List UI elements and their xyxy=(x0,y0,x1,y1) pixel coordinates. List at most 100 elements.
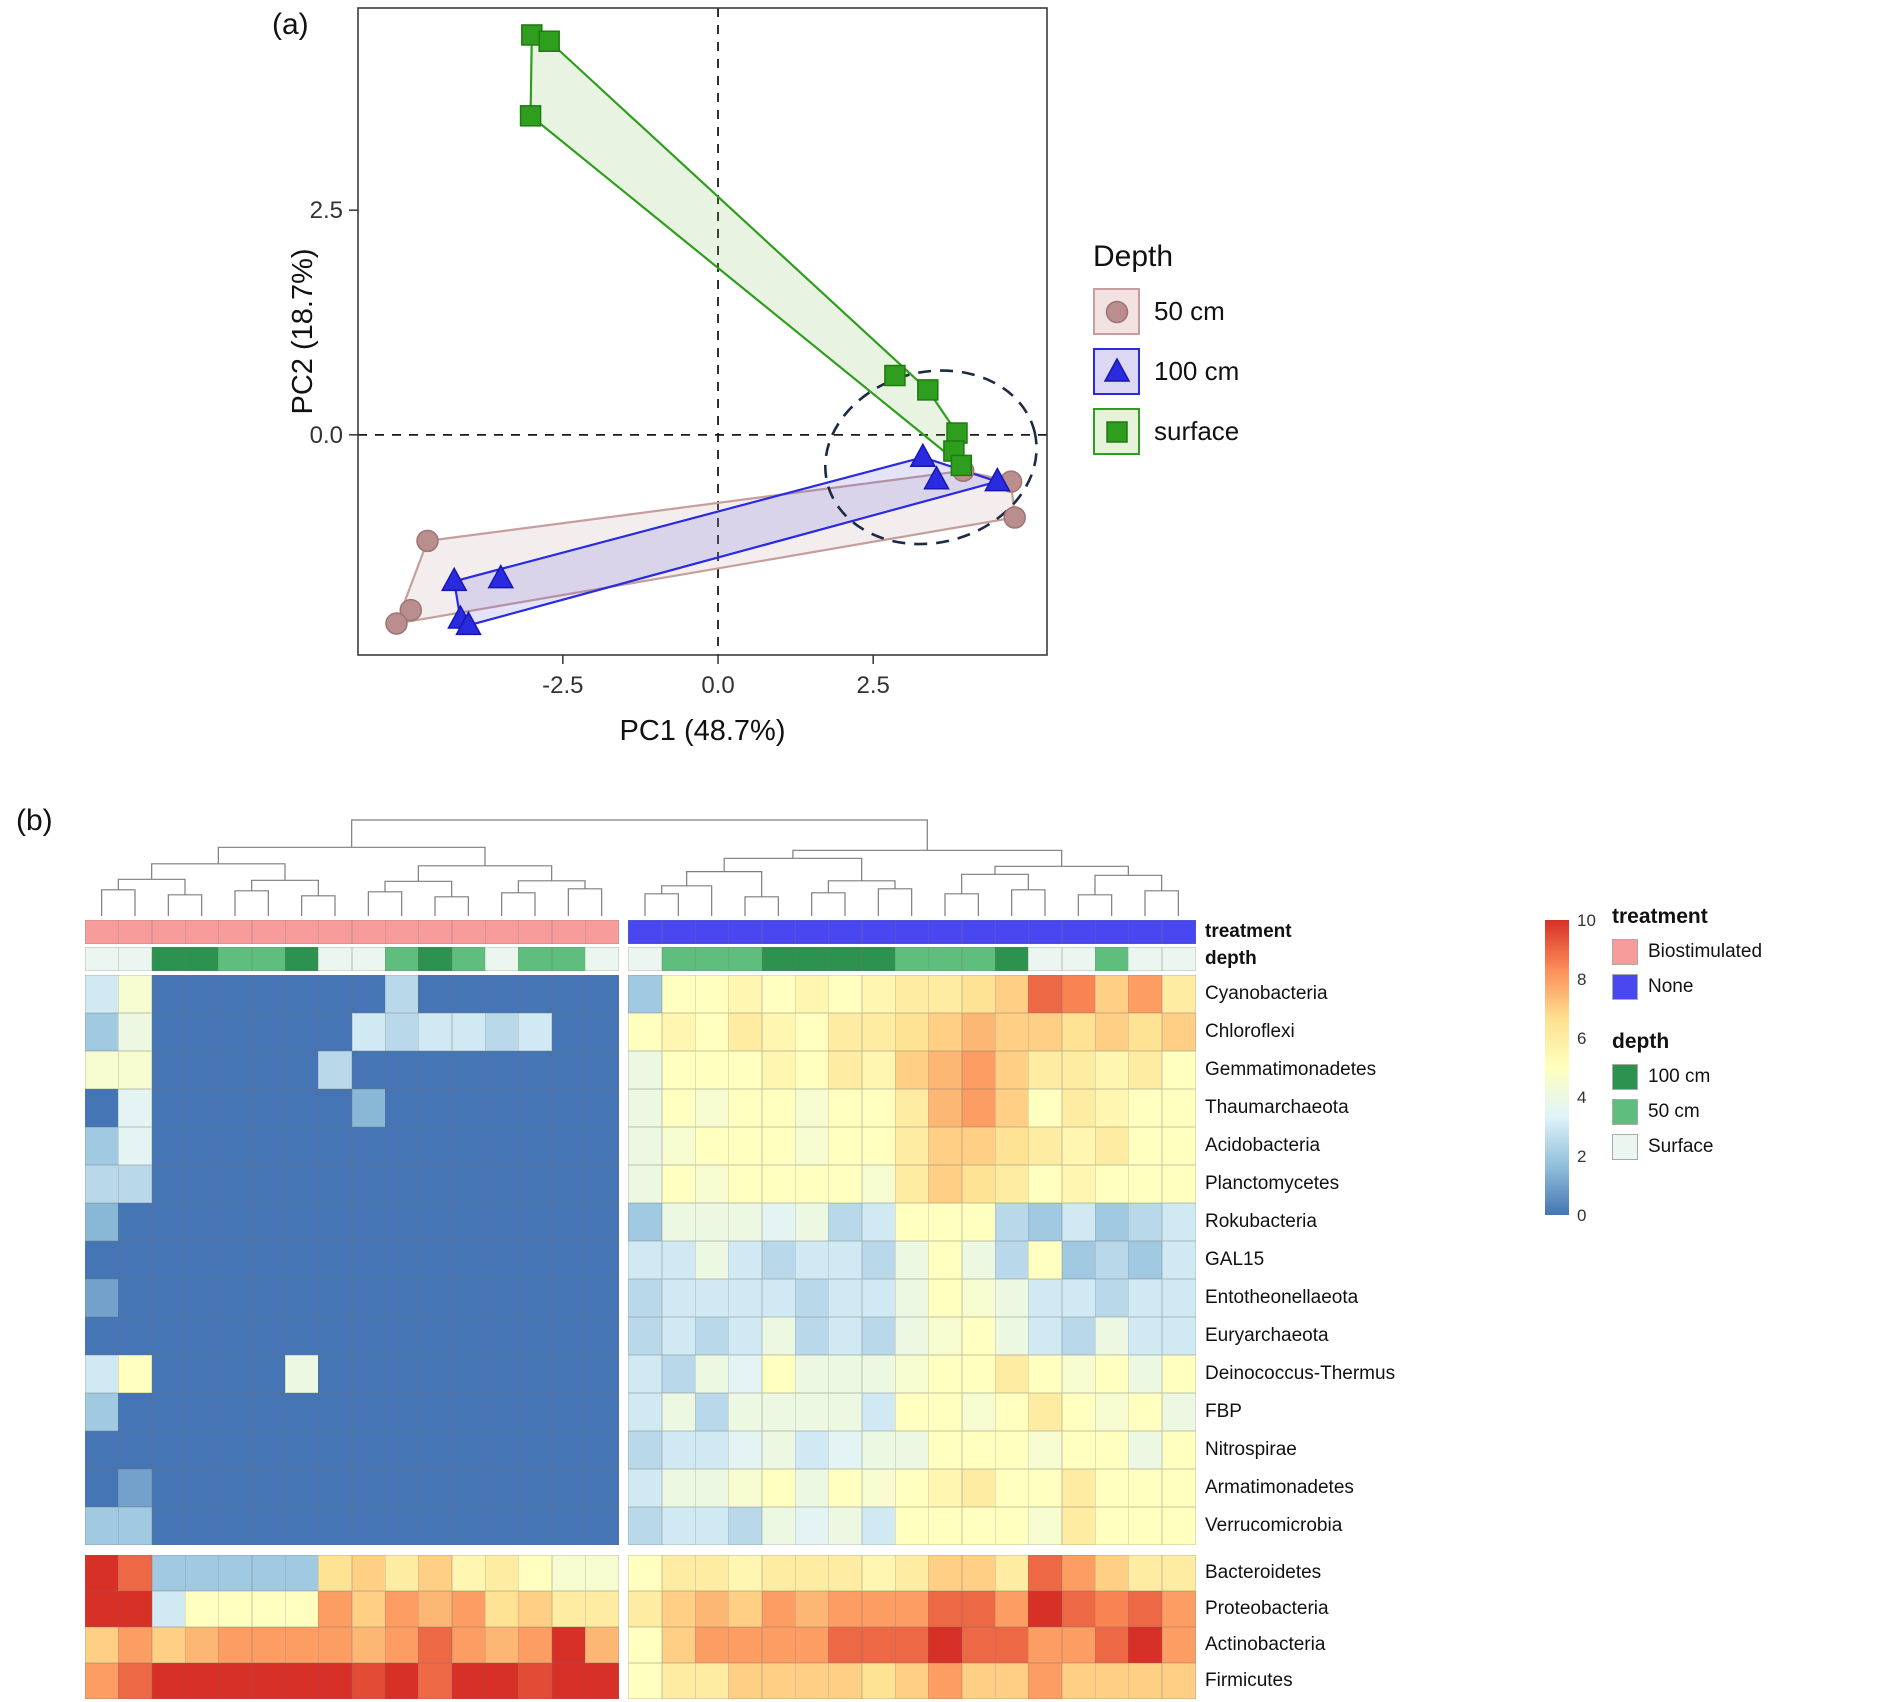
svg-text:0.0: 0.0 xyxy=(310,422,343,449)
treatment-annotation-cell xyxy=(1128,920,1163,944)
heatmap-cell xyxy=(695,1127,729,1165)
row-label: Actinobacteria xyxy=(1205,1634,1326,1655)
heatmap-cell xyxy=(518,1555,553,1591)
heatmap-cell xyxy=(585,1279,619,1317)
heatmap-cell xyxy=(761,1051,796,1089)
row-label: Entotheonellaeota xyxy=(1205,1287,1359,1308)
heatmap-cell xyxy=(385,1279,419,1317)
depth-legend: Depth 50 cm 100 cm surface xyxy=(1093,240,1239,468)
heatmap-cell xyxy=(761,1355,796,1393)
heatmap-cell xyxy=(218,1203,253,1241)
heatmap-cell xyxy=(1128,1469,1163,1507)
heatmap-cell xyxy=(318,1507,353,1545)
heatmap-cell xyxy=(861,1431,896,1469)
heatmap-cell xyxy=(795,1127,829,1165)
heatmap-cell xyxy=(518,1089,553,1127)
heatmap-cell xyxy=(251,1431,286,1469)
heatmap-cell xyxy=(661,1089,696,1127)
heatmap-cell xyxy=(661,1663,696,1699)
depth-legend-label: Surface xyxy=(1648,1136,1714,1157)
heatmap-cell xyxy=(318,1013,353,1051)
heatmap-cell xyxy=(1095,1279,1129,1317)
heatmap-cell xyxy=(695,1507,729,1545)
heatmap-cell xyxy=(828,1279,863,1317)
heatmap-cell xyxy=(961,1127,996,1165)
treatment-annotation-cell xyxy=(318,920,353,944)
circle-marker-icon xyxy=(1093,288,1140,335)
heatmap-cell xyxy=(251,1317,286,1355)
heatmap-cell xyxy=(185,1627,219,1663)
heatmap-cell xyxy=(351,1507,386,1545)
heatmap-cell xyxy=(85,1127,119,1165)
depth-legend-item-50-cm: 50 cm xyxy=(1093,288,1239,335)
heatmap-cell xyxy=(728,1393,763,1431)
heatmap-cell xyxy=(1128,1591,1163,1627)
heatmap-cell xyxy=(995,1127,1029,1165)
heatmap-cell xyxy=(961,1013,996,1051)
heatmap-cell xyxy=(218,1507,253,1545)
treatment-legend-label: None xyxy=(1648,976,1694,997)
treatment-legend-item: None xyxy=(1612,974,1842,1000)
heatmap-cell xyxy=(151,1013,186,1051)
heatmap-cell xyxy=(218,1355,253,1393)
heatmap-cell xyxy=(418,1051,453,1089)
heatmap-cell xyxy=(1028,1663,1063,1699)
colorbar-tick-label: 10 xyxy=(1577,911,1596,930)
heatmap-cell xyxy=(118,1089,153,1127)
heatmap-cell xyxy=(1061,1431,1096,1469)
heatmap-cell xyxy=(318,1393,353,1431)
heatmap-cell xyxy=(385,1241,419,1279)
heatmap-cell xyxy=(928,1431,963,1469)
heatmap-cell xyxy=(695,1355,729,1393)
heatmap-cell xyxy=(1161,1627,1196,1663)
treatment-annotation-cell xyxy=(1028,920,1063,944)
heatmap-cell xyxy=(628,1355,663,1393)
treatment-annotation-cell xyxy=(995,920,1029,944)
heatmap-cell xyxy=(861,975,896,1013)
heatmap-cell xyxy=(485,1355,519,1393)
heatmap-cell xyxy=(895,1165,929,1203)
heatmap-cell xyxy=(118,1279,153,1317)
heatmap-cell xyxy=(118,1051,153,1089)
heatmap-cell xyxy=(1028,1051,1063,1089)
heatmap-cell xyxy=(861,1127,896,1165)
heatmap-cell xyxy=(485,1203,519,1241)
heatmap-cell xyxy=(285,975,319,1013)
heatmap-cell xyxy=(251,1663,286,1699)
heatmap-cell xyxy=(151,1469,186,1507)
heatmap-cell xyxy=(485,1165,519,1203)
heatmap-cell xyxy=(1161,1013,1196,1051)
heatmap-cell xyxy=(895,1051,929,1089)
heatmap-cell xyxy=(251,1089,286,1127)
heatmap-cell xyxy=(895,1469,929,1507)
heatmap-cell xyxy=(1128,1279,1163,1317)
row-label: Bacteroidetes xyxy=(1205,1562,1322,1583)
heatmap-cell xyxy=(861,1663,896,1699)
heatmap-cell xyxy=(761,1469,796,1507)
heatmap-cell xyxy=(85,1591,119,1627)
heatmap-cell xyxy=(928,1051,963,1089)
heatmap-cell xyxy=(1161,1165,1196,1203)
heatmap-cell xyxy=(185,1279,219,1317)
heatmap-cell xyxy=(761,1663,796,1699)
heatmap-cell xyxy=(828,975,863,1013)
heatmap-cell xyxy=(1128,1393,1163,1431)
heatmap-cell xyxy=(1061,1013,1096,1051)
heatmap-cell xyxy=(1095,1393,1129,1431)
heatmap-cell xyxy=(895,1393,929,1431)
heatmap-cell xyxy=(795,1279,829,1317)
heatmap-cell xyxy=(1095,1507,1129,1545)
heatmap-cell xyxy=(728,1127,763,1165)
heatmap-cell xyxy=(351,1591,386,1627)
heatmap-cell xyxy=(1128,1203,1163,1241)
heatmap-cell xyxy=(1061,1051,1096,1089)
heatmap-cell xyxy=(1061,1127,1096,1165)
heatmap-cell xyxy=(895,1507,929,1545)
heatmap-cell xyxy=(1095,975,1129,1013)
heatmap-cell xyxy=(1161,1089,1196,1127)
heatmap-cell xyxy=(961,1469,996,1507)
heatmap-cell xyxy=(185,975,219,1013)
depth-legend-item-100-cm: 100 cm xyxy=(1093,348,1239,395)
heatmap-cell xyxy=(995,1431,1029,1469)
